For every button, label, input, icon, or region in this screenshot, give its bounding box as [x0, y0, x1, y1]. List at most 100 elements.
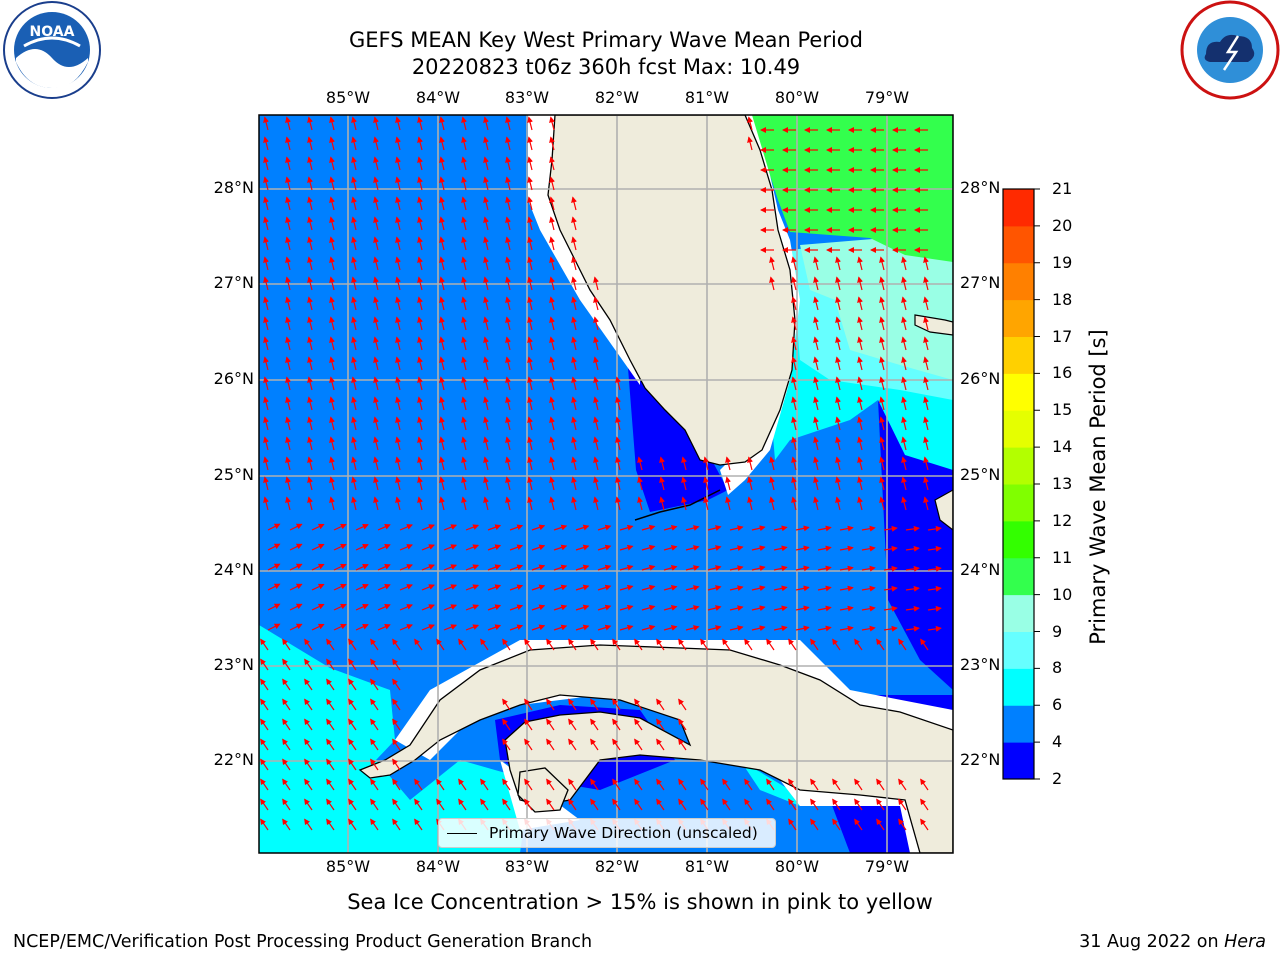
wave-arrow — [810, 798, 819, 811]
wave-arrow — [835, 316, 841, 331]
wave-arrow — [729, 525, 744, 532]
wave-arrow — [351, 376, 357, 391]
wave-arrow — [414, 778, 423, 791]
wave-arrow — [483, 496, 489, 511]
wave-arrow — [267, 523, 281, 531]
wave-arrow — [549, 336, 555, 351]
wave-arrow — [612, 718, 621, 731]
wave-arrow — [487, 624, 502, 631]
wave-arrow — [571, 216, 577, 231]
wave-arrow — [351, 356, 357, 371]
wave-arrow — [307, 196, 313, 211]
wave-arrow — [304, 818, 313, 831]
wave-arrow — [549, 436, 555, 451]
wave-arrow — [307, 376, 313, 391]
wave-arrow — [443, 584, 458, 591]
wave-arrow — [568, 638, 577, 651]
map-area — [259, 115, 953, 853]
wave-arrow — [854, 798, 863, 811]
wave-arrow — [791, 256, 797, 271]
wave-arrow — [483, 116, 489, 131]
wave-arrow — [857, 376, 863, 391]
wave-arrow — [641, 624, 656, 631]
svg-text:NOAA: NOAA — [30, 24, 75, 40]
wave-arrow — [509, 624, 524, 631]
wave-arrow — [417, 176, 423, 191]
wave-arrow — [751, 525, 766, 532]
wave-arrow — [923, 316, 929, 331]
wave-arrow — [263, 496, 269, 511]
wave-arrow — [769, 456, 775, 471]
wave-arrow — [392, 718, 401, 731]
wave-arrow — [901, 316, 907, 331]
wave-arrow — [304, 738, 313, 751]
wave-arrow — [307, 396, 313, 411]
wave-arrow — [707, 525, 722, 531]
wave-arrow — [483, 456, 489, 471]
wave-arrow — [637, 496, 643, 511]
wave-arrow — [483, 156, 489, 171]
wave-arrow — [307, 356, 313, 371]
wave-arrow — [421, 544, 435, 551]
wave-arrow — [483, 356, 489, 371]
wave-arrow — [615, 376, 621, 391]
wave-arrow — [289, 523, 303, 531]
wave-arrow — [439, 216, 445, 231]
wave-arrow — [461, 476, 467, 491]
wave-arrow — [443, 624, 458, 631]
wave-arrow — [505, 356, 511, 371]
wave-arrow — [285, 376, 291, 391]
wave-arrow — [835, 436, 841, 451]
wave-arrow — [597, 604, 612, 611]
wave-arrow — [813, 396, 819, 411]
wave-arrow — [289, 583, 303, 591]
wave-arrow — [395, 216, 401, 231]
wave-arrow — [395, 436, 401, 451]
wave-arrow — [549, 356, 555, 371]
wave-arrow — [263, 336, 269, 351]
wave-arrow — [307, 136, 313, 151]
wave-arrow — [326, 758, 335, 771]
wave-arrow — [329, 176, 335, 191]
wave-arrow — [571, 196, 577, 211]
wave-arrow — [531, 564, 546, 571]
wave-arrow — [502, 778, 511, 791]
wave-arrow — [835, 256, 841, 271]
wave-arrow — [417, 216, 423, 231]
wave-arrow — [857, 256, 863, 271]
wave-arrow — [923, 256, 929, 271]
wave-arrow — [681, 456, 687, 471]
wave-arrow — [392, 798, 401, 811]
wave-arrow — [835, 296, 841, 311]
wave-arrow — [722, 638, 731, 651]
wave-arrow — [883, 605, 898, 612]
wave-arrow — [502, 738, 511, 751]
wave-arrow — [307, 336, 313, 351]
wave-arrow — [373, 356, 379, 371]
wave-arrow — [905, 625, 920, 632]
wave-arrow — [744, 638, 753, 651]
wave-arrow — [901, 376, 907, 391]
wave-arrow — [505, 216, 511, 231]
wave-arrow — [329, 456, 335, 471]
lon-tick-label: 83°W — [504, 88, 550, 107]
wave-arrow — [612, 778, 621, 791]
wave-arrow — [307, 216, 313, 231]
wave-arrow — [414, 798, 423, 811]
wave-arrow — [326, 658, 335, 671]
wave-arrow — [263, 416, 269, 431]
wave-arrow — [483, 296, 489, 311]
wave-arrow — [813, 276, 819, 291]
wave-arrow — [392, 818, 401, 831]
wave-arrow — [439, 296, 445, 311]
wave-arrow — [839, 525, 854, 532]
colorbar-tick-label: 17 — [1052, 326, 1073, 346]
wave-arrow — [791, 336, 797, 351]
wave-arrow — [615, 396, 621, 411]
wave-arrow — [927, 545, 942, 552]
wave-arrow — [725, 456, 731, 471]
wave-arrow — [810, 638, 819, 651]
lat-tick-label: 22°N — [960, 750, 1001, 769]
wave-arrow — [395, 116, 401, 131]
wave-arrow — [659, 476, 665, 491]
